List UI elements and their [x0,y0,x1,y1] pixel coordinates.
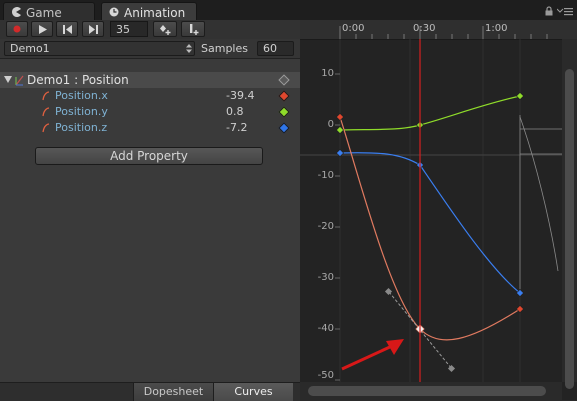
y-axis-labels: 10 0 -10 -20 -30 -40 -50 [300,39,336,382]
property-value[interactable]: 0.8 [226,105,244,118]
y-label: 10 [321,68,334,79]
tab-animation[interactable]: Animation [101,2,197,20]
clip-name: Demo1 [10,42,50,55]
time-label-60: 1:00 [485,23,508,34]
animation-left-panel: 35 Demo1 Samples 60 Demo1 : Position Pos… [0,20,300,401]
tangent-handle[interactable] [447,364,456,373]
timeline-ruler[interactable]: 0:00 0:30 1:00 [300,20,577,40]
prev-keyframe-button[interactable] [56,21,78,37]
keyframe-x[interactable] [336,113,344,121]
samples-field[interactable]: 60 [257,41,294,56]
property-name: Position.x [55,89,108,102]
curve-icon [42,91,50,101]
property-group-row[interactable]: Demo1 : Position [0,72,300,88]
tab-curves[interactable]: Curves [213,383,293,401]
curve-position-z[interactable] [339,152,521,294]
tangent-handle[interactable] [384,287,393,296]
keyframe-y[interactable] [516,92,524,100]
key-diamond-y[interactable] [278,106,290,118]
y-label: -20 [317,221,334,232]
window-tab-bar: Game Animation [0,0,577,20]
y-label: -10 [317,170,334,181]
vertical-scroll-thumb[interactable] [565,69,574,389]
y-label: -30 [317,272,334,283]
curve-editor[interactable]: 0:00 0:30 1:00 [300,20,577,400]
panel-menu-icon[interactable] [557,7,573,16]
time-label-30: 0:30 [413,23,436,34]
horizontal-scrollbar[interactable] [300,382,562,400]
clock-icon [109,7,119,17]
curve-icon [42,107,50,117]
curve-position-y[interactable] [339,95,521,131]
add-keyframe-button[interactable] [153,21,177,37]
property-name: Position.y [55,105,108,118]
transform-icon [15,75,24,86]
horizontal-scroll-thumb[interactable] [308,386,546,396]
annotation-arrow [341,339,404,371]
tab-game[interactable]: Game [3,2,95,20]
expand-triangle-icon[interactable] [4,76,12,83]
clip-selector[interactable]: Demo1 [4,41,195,56]
record-icon [13,25,21,33]
y-label: -40 [317,323,334,334]
add-event-button[interactable] [181,21,205,37]
property-name: Position.z [55,121,108,134]
property-row-x[interactable]: Position.x -39.4 [0,88,300,104]
samples-label: Samples [201,42,248,55]
curve-icon [42,123,50,133]
keyframe-x[interactable] [516,305,524,313]
add-property-button[interactable]: Add Property [35,147,263,165]
property-row-z[interactable]: Position.z -7.2 [0,120,300,136]
time-label-0: 0:00 [342,23,365,34]
dropdown-arrows-icon [186,44,192,53]
next-keyframe-icon [89,25,98,34]
vertical-scrollbar[interactable] [562,39,577,389]
ruler-ticks [339,26,548,39]
keyframe-y[interactable] [336,126,344,134]
play-button[interactable] [31,21,53,37]
add-event-icon [190,24,199,35]
curve-position-x[interactable] [339,116,521,341]
group-key-diamond[interactable] [278,74,290,86]
keyframe-z[interactable] [516,289,524,297]
curve-area[interactable] [300,39,562,382]
property-value[interactable]: -39.4 [226,89,255,102]
tangent-line[interactable] [388,291,453,370]
play-icon [39,25,47,34]
add-keyframe-icon [160,25,171,35]
property-row-y[interactable]: Position.y 0.8 [0,104,300,120]
y-label: 0 [327,119,334,130]
keyframe-z[interactable] [336,149,344,157]
animation-toolbar: 35 [0,20,300,40]
property-list: Position.x -39.4 Position.y 0.8 Position… [0,88,300,136]
key-diamond-z[interactable] [278,122,290,134]
key-diamond-x[interactable] [278,90,290,102]
loop-lines [519,115,562,294]
clip-row: Demo1 Samples 60 [0,39,300,59]
tab-dopesheet[interactable]: Dopesheet [133,383,213,401]
property-group-label: Demo1 : Position [27,73,129,87]
pacman-icon [12,7,21,17]
property-value[interactable]: -7.2 [226,121,248,134]
tab-game-label: Game [26,6,62,20]
next-keyframe-button[interactable] [82,21,104,37]
y-label: -50 [317,370,334,381]
tab-animation-label: Animation [124,6,186,20]
lock-icon[interactable] [544,6,554,16]
record-button[interactable] [6,21,28,37]
prev-keyframe-icon [63,25,72,34]
mode-bar: Dopesheet Curves [0,382,300,401]
frame-field[interactable]: 35 [110,21,148,37]
